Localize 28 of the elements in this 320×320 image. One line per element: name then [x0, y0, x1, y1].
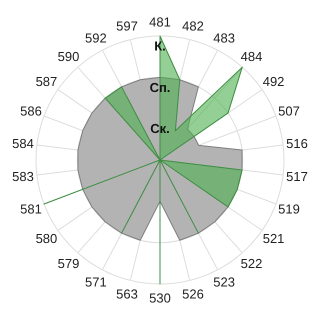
spoke-label: 517 [286, 169, 308, 184]
spoke-label: 523 [213, 274, 235, 290]
spoke-label: 587 [36, 74, 58, 90]
spoke-label: 516 [286, 136, 308, 151]
spoke-label: 481 [149, 14, 171, 30]
spoke-label: 483 [213, 30, 235, 46]
spoke-label: 526 [182, 286, 204, 302]
spoke-label: 597 [116, 18, 138, 34]
spoke-label: 583 [12, 169, 34, 184]
spoke-label: 584 [12, 136, 34, 151]
spoke-label: 507 [278, 104, 300, 119]
spoke-label: 586 [20, 104, 42, 119]
spoke-label: 530 [149, 290, 171, 306]
spoke-label: 492 [262, 74, 284, 90]
spoke-label: 580 [36, 230, 58, 246]
spoke-label: 519 [278, 201, 300, 216]
spoke-label: 563 [116, 286, 138, 302]
spoke-label: 579 [58, 256, 80, 271]
spoke-label: 482 [182, 18, 204, 34]
spoke-label: 522 [240, 256, 262, 271]
spoke-label: 484 [240, 49, 262, 64]
spoke-label: 571 [85, 274, 107, 290]
spoke-label: 521 [262, 230, 284, 246]
y-tick-label: Сп. [150, 80, 170, 95]
spoke-label: 592 [85, 30, 107, 46]
spoke-label: 581 [20, 201, 42, 216]
spoke-label: 590 [58, 49, 80, 64]
y-tick-label: Ск. [150, 121, 170, 136]
